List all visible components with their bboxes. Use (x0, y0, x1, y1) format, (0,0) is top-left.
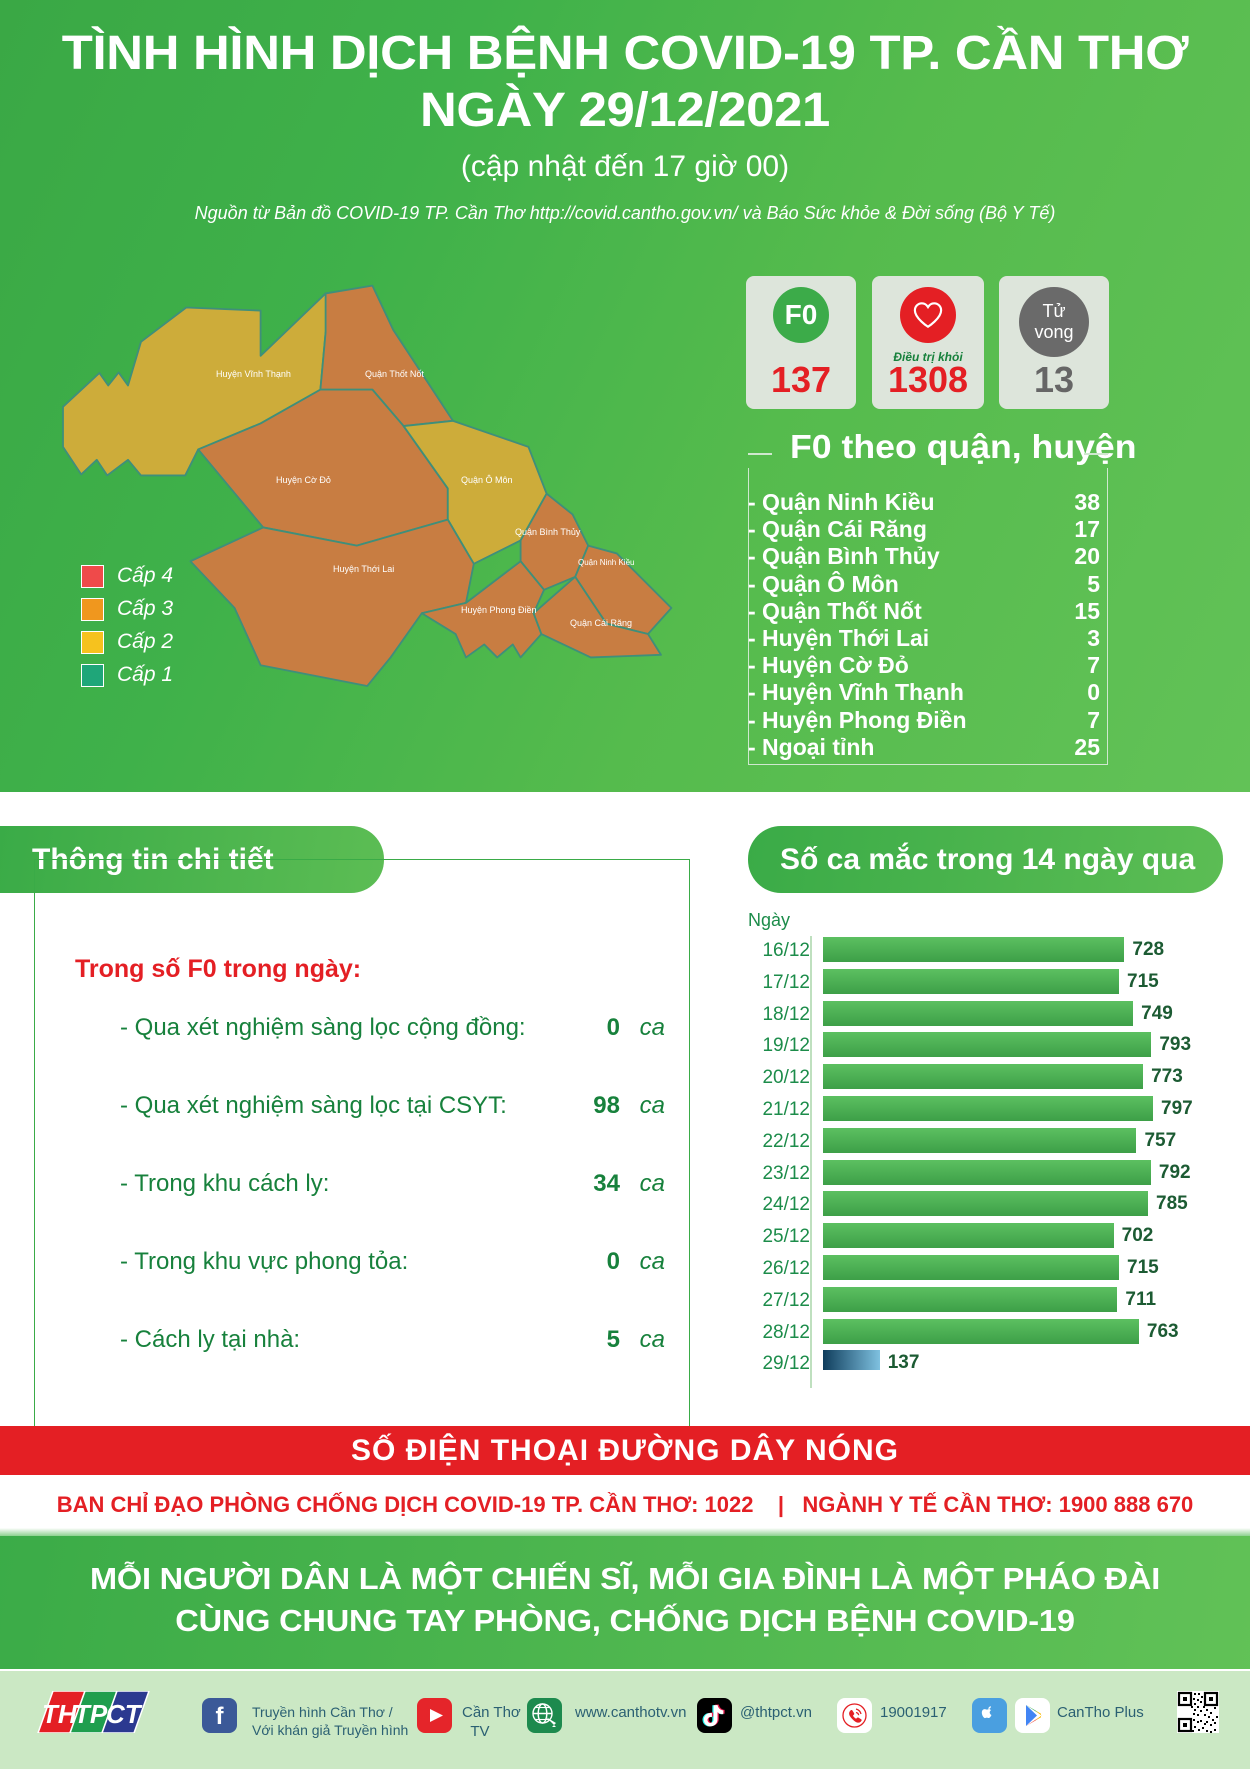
svg-text:CT: CT (106, 1699, 143, 1729)
svg-text:TH: TH (42, 1699, 78, 1729)
svg-text:TP: TP (74, 1699, 108, 1729)
svg-text:f: f (216, 1703, 225, 1730)
